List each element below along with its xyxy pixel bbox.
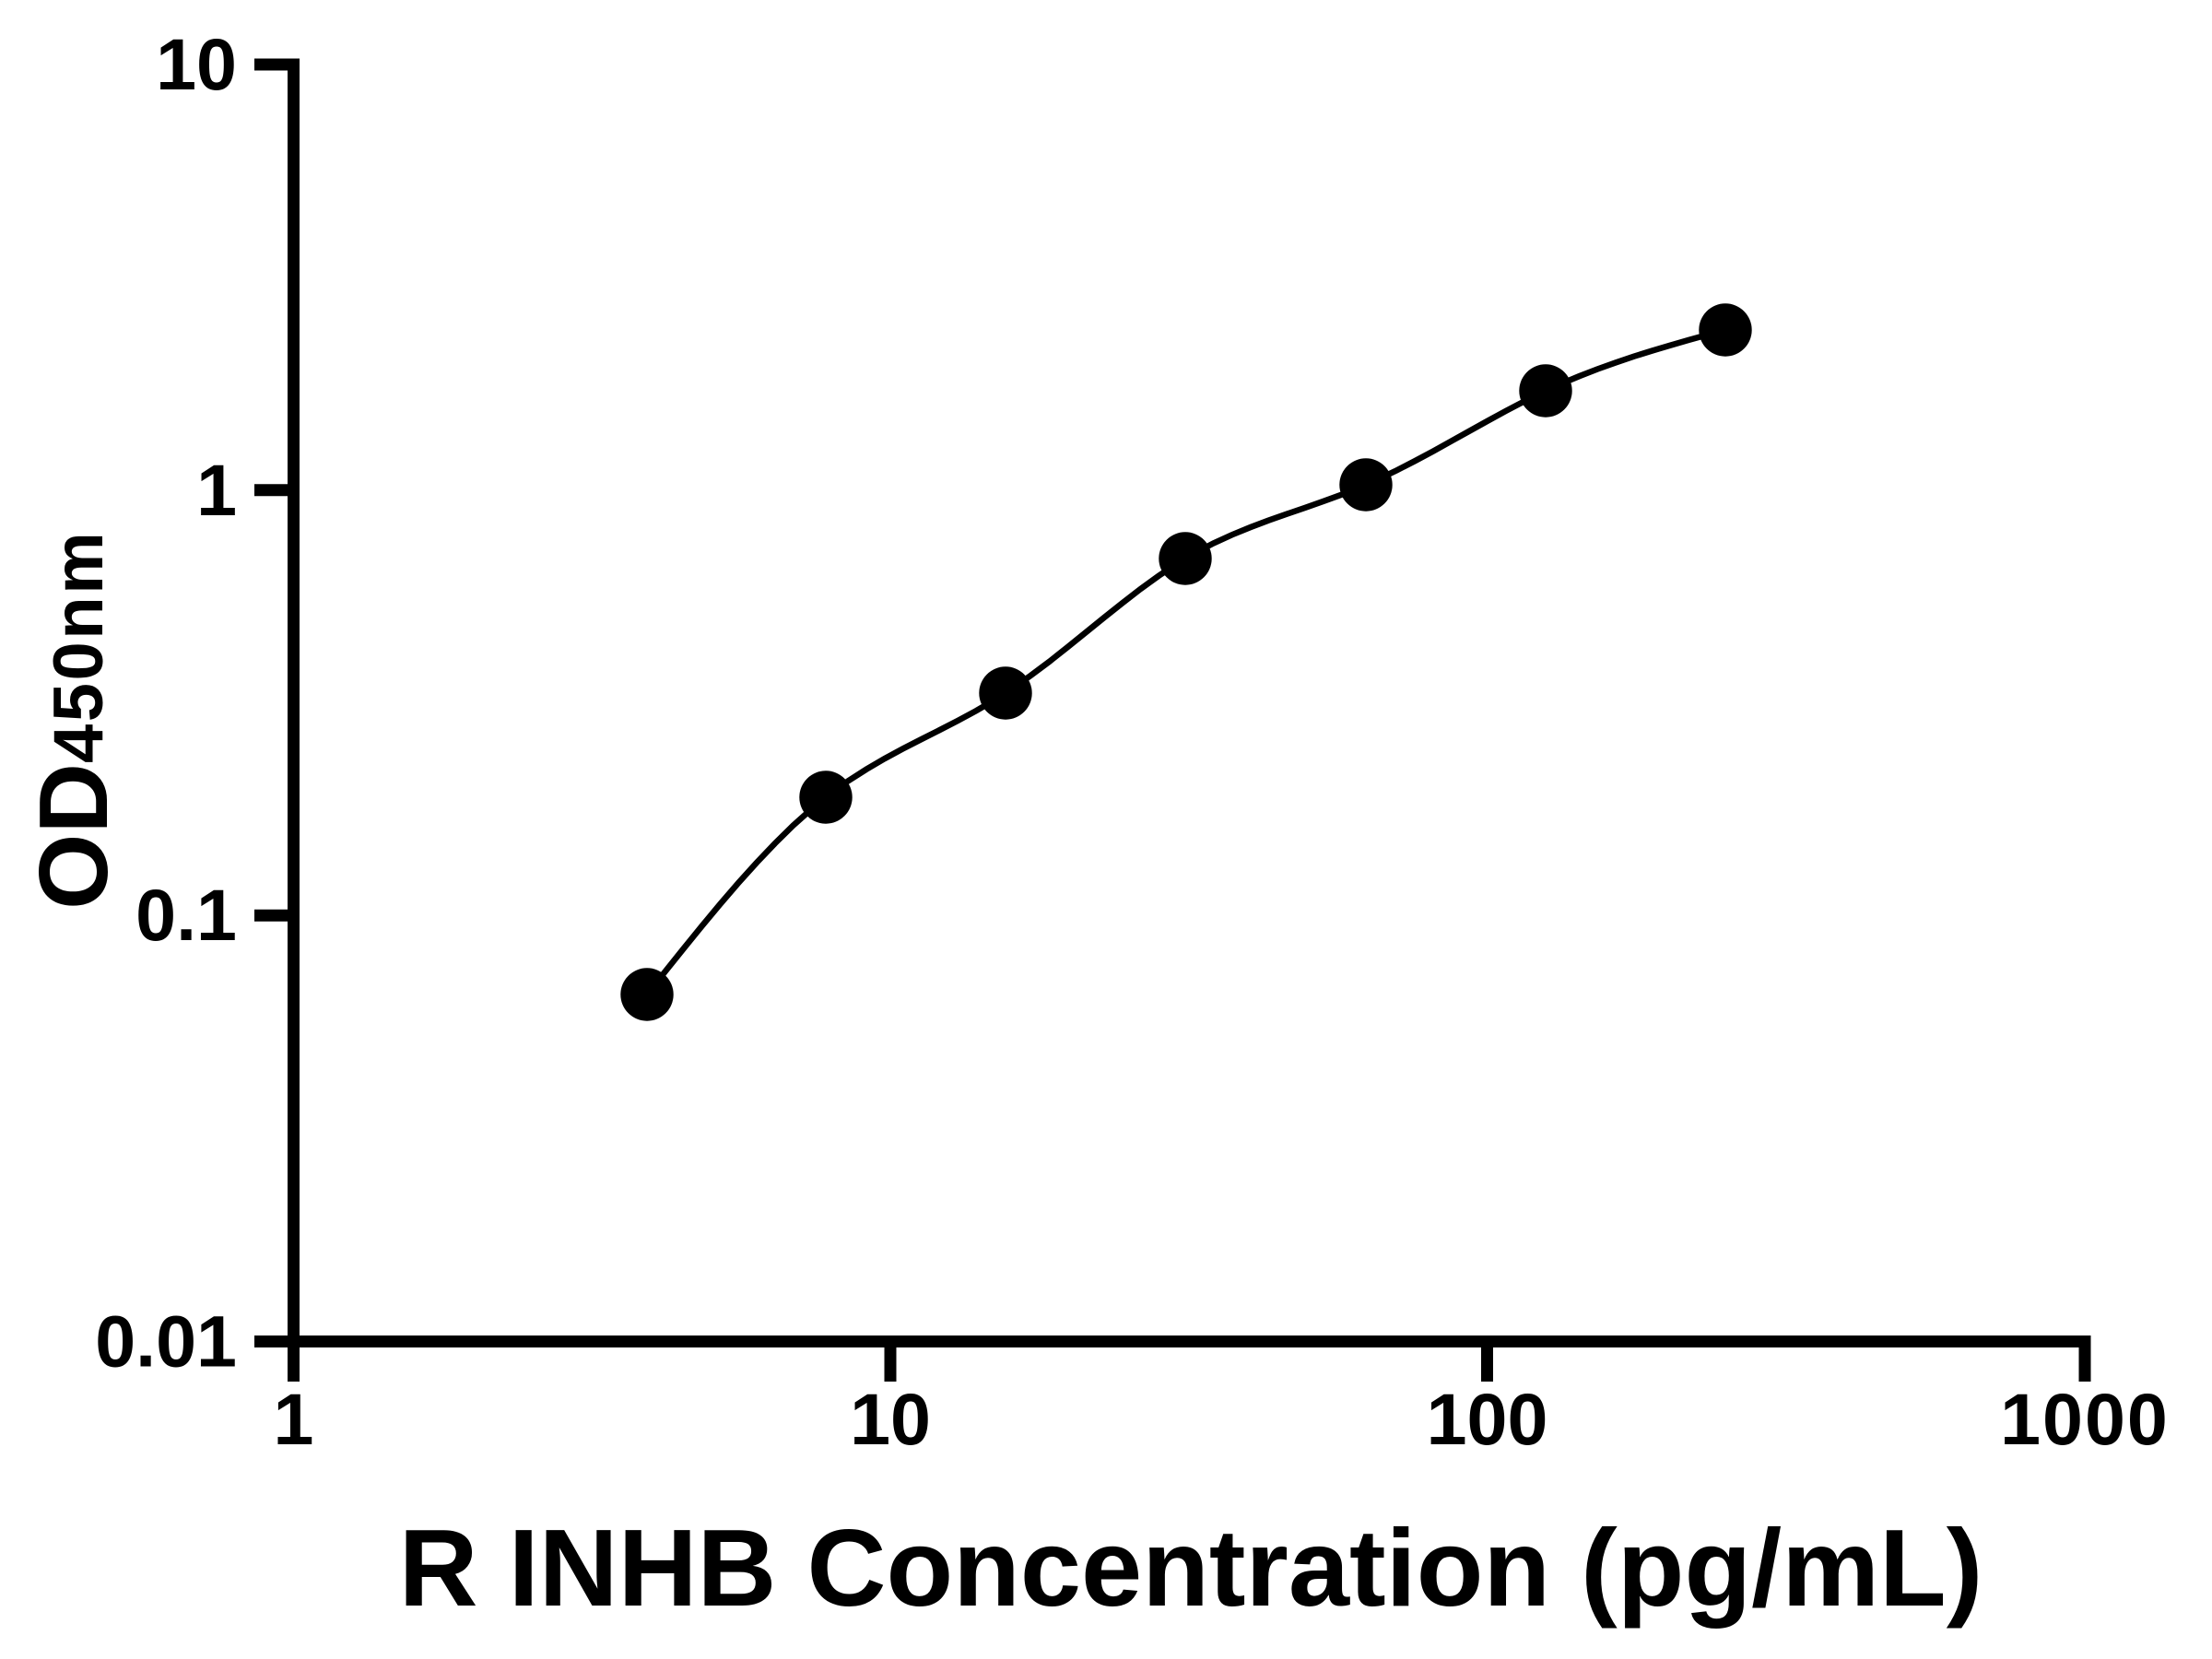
svg-text:10: 10	[156, 23, 237, 105]
svg-text:10: 10	[850, 1378, 931, 1460]
svg-text:0.01: 0.01	[95, 1300, 237, 1382]
svg-text:100: 100	[1427, 1378, 1548, 1460]
svg-text:1: 1	[196, 449, 237, 531]
svg-text:0.1: 0.1	[135, 874, 237, 956]
svg-text:1000: 1000	[2000, 1378, 2170, 1460]
svg-text:R INHB Concentration (pg/mL): R INHB Concentration (pg/mL)	[399, 1507, 1983, 1630]
svg-text:1: 1	[274, 1378, 314, 1460]
